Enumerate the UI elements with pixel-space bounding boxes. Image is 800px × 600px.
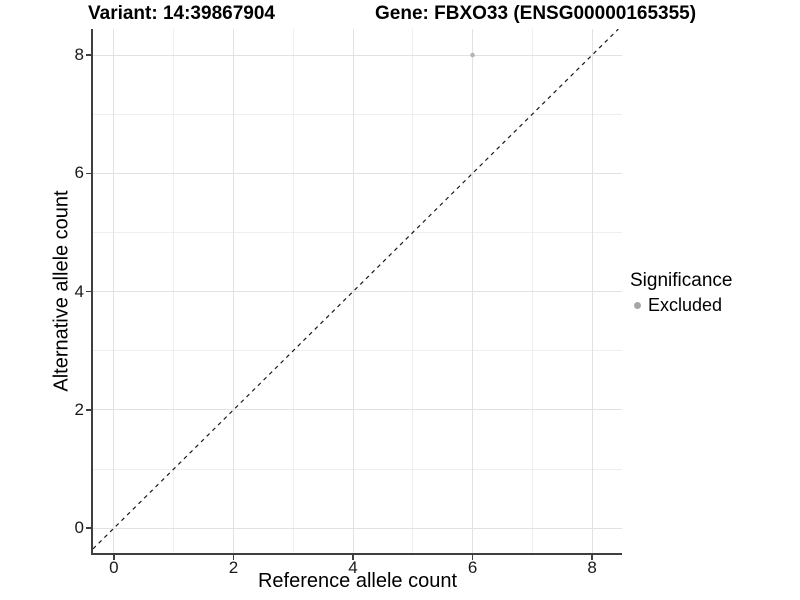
minor-gridline-vertical	[531, 29, 533, 553]
y-axis-tick	[86, 527, 91, 529]
x-tick-label: 0	[109, 558, 119, 577]
y-axis-tick	[86, 409, 91, 411]
minor-gridline-horizontal	[93, 350, 622, 352]
major-gridline-vertical	[113, 29, 115, 553]
major-gridline-horizontal	[93, 291, 622, 293]
y-axis-tick	[86, 172, 91, 175]
minor-gridline-vertical	[412, 29, 414, 553]
x-axis-tick	[113, 555, 115, 560]
gene-title: Gene: FBXO33 (ENSG00000165355)	[375, 3, 697, 24]
major-gridline-horizontal	[93, 172, 622, 174]
x-tick-label: 4	[348, 558, 358, 577]
y-tick-label: 4	[74, 281, 84, 301]
x-tick-label: 8	[587, 558, 597, 577]
minor-gridline-vertical	[173, 29, 175, 553]
y-axis-tick	[86, 290, 91, 293]
minor-gridline-vertical	[292, 29, 294, 553]
data-point	[470, 52, 475, 58]
y-tick-label: 2	[74, 399, 84, 419]
x-axis-line	[91, 553, 622, 555]
y-tick-label: 0	[74, 518, 84, 538]
legend-point-icon	[634, 301, 641, 309]
y-axis-tick	[86, 54, 91, 56]
x-axis-tick	[232, 555, 235, 560]
minor-gridline-horizontal	[93, 468, 622, 470]
minor-gridline-horizontal	[93, 231, 622, 233]
x-axis-tick	[471, 555, 474, 560]
y-tick-label: 6	[74, 163, 84, 183]
major-gridline-horizontal	[93, 54, 622, 56]
major-gridline-horizontal	[93, 527, 622, 529]
major-gridline-horizontal	[93, 409, 622, 411]
plot-layer	[93, 29, 619, 550]
x-axis-tick	[352, 555, 354, 560]
major-gridline-vertical	[352, 29, 354, 553]
variant-title: Variant: 14:39867904	[88, 3, 275, 24]
x-tick-label: 2	[228, 558, 239, 577]
legend-title: Significance	[630, 270, 733, 291]
legend-item-excluded: Excluded	[630, 295, 732, 315]
major-gridline-vertical	[472, 29, 474, 553]
y-axis-line	[91, 29, 93, 555]
major-gridline-vertical	[591, 29, 593, 553]
minor-gridline-horizontal	[93, 113, 622, 115]
x-tick-label: 6	[467, 558, 478, 577]
major-gridline-vertical	[232, 29, 234, 553]
legend-item-label: Excluded	[648, 294, 723, 315]
y-tick-label: 8	[74, 45, 84, 65]
x-axis-title: Reference allele count	[257, 570, 457, 592]
identity-line	[93, 29, 619, 550]
legend: Significance Excluded	[630, 270, 732, 315]
plot-panel	[93, 29, 622, 553]
x-axis-tick	[591, 555, 593, 560]
